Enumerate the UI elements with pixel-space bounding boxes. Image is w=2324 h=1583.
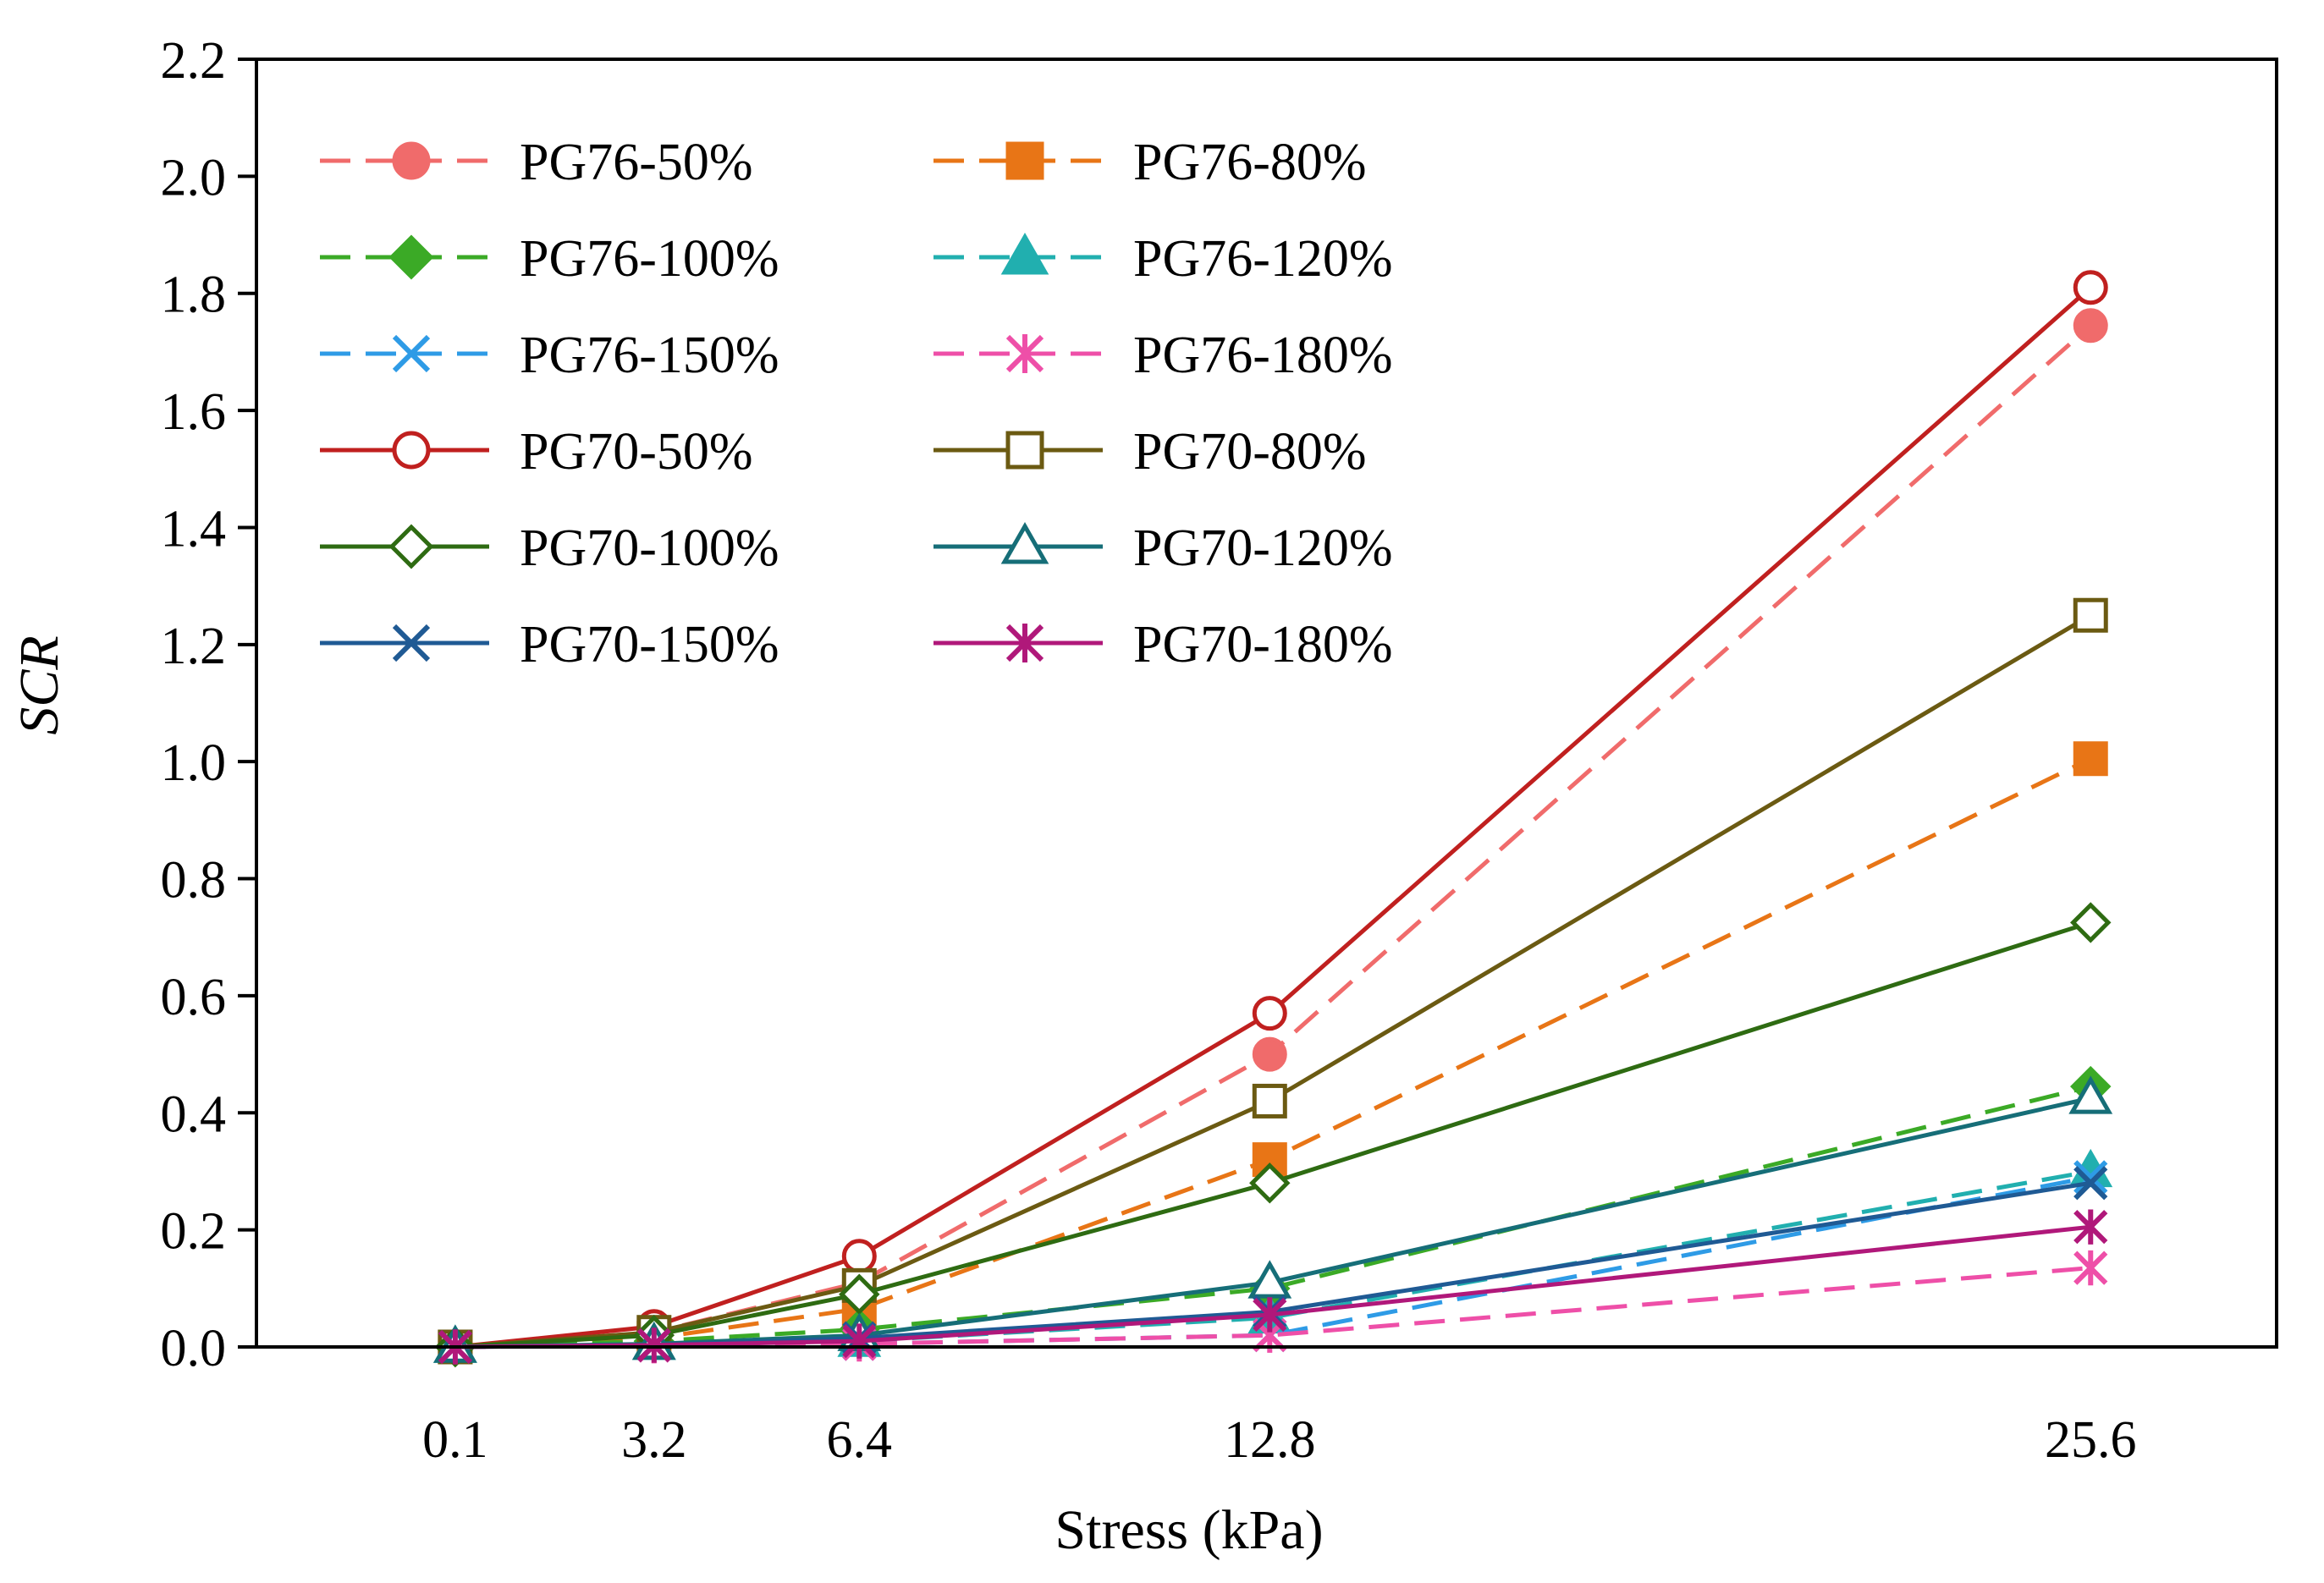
data-point-pg76-50pct [2073,308,2108,344]
legend-entry-pg76-120pct: PG76-120% [933,230,1393,288]
data-point-pg70-180pct [2073,1209,2108,1245]
data-point-pg70-50pct [1252,996,1287,1031]
data-point-pg70-100pct [2070,902,2112,943]
x-tick-label: 0.1 [422,1411,488,1469]
legend-entry-pg70-100pct: PG70-100% [320,519,779,577]
x-tick-label: 3.2 [621,1411,687,1469]
data-point-pg70-180pct [636,1327,671,1363]
legend-marker-pg76-100pct [388,234,434,280]
legend-entry-pg70-50pct: PG70-50% [320,423,753,481]
y-tick-label: 1.6 [161,383,227,441]
y-axis-title: SCR [8,635,70,734]
legend-label-pg76-100pct: PG76-100% [520,230,779,288]
legend-entry-pg76-180pct: PG76-180% [933,327,1393,384]
legend: PG76-50% PG76-80% PG76-100% PG76-120% PG76-1… [320,134,1393,673]
x-tick-label: 25.6 [2045,1411,2137,1469]
data-point-pg70-180pct [1253,1297,1287,1333]
legend-marker-pg70-180pct [1005,624,1044,662]
legend-marker-pg76-120pct [1000,232,1049,275]
legend-marker-pg76-180pct [1005,334,1044,373]
series-line-pg76-50pct [454,323,2092,1349]
data-point-pg70-120pct [2068,1075,2113,1114]
data-point-pg70-50pct [2073,270,2108,305]
legend-marker-pg76-80pct [1005,141,1044,180]
legend-marker-pg76-150pct [392,334,431,373]
y-tick-label: 0.6 [161,969,227,1026]
legend-label-pg70-50pct: PG70-50% [520,423,753,481]
legend-marker-pg70-120pct [1000,521,1049,564]
legend-marker-pg70-100pct [388,524,434,569]
legend-entry-pg76-50pct: PG76-50% [320,134,753,191]
y-tick-label: 2.2 [161,32,227,90]
data-point-pg70-50pct [841,1239,877,1274]
series-line-pg70-80pct [454,613,2092,1349]
legend-entry-pg70-180pct: PG70-180% [933,616,1393,673]
y-tick-label: 0.4 [161,1086,227,1143]
legend-entry-pg70-150pct: PG70-150% [320,616,779,673]
y-tick-label: 1.0 [161,734,227,792]
legend-marker-pg70-150pct [392,624,431,662]
data-point-pg70-80pct [2073,597,2108,633]
legend-marker-pg70-80pct [1005,431,1044,470]
legend-label-pg70-180pct: PG70-180% [1133,616,1393,673]
legend-label-pg70-120pct: PG70-120% [1133,519,1393,577]
axes: 0.0 0.2 0.4 0.6 0.8 1.0 1.2 1.4 1.6 1.8 2.0 2.2 0.1 3… [161,32,2278,1469]
y-tick-label: 0.0 [161,1320,227,1377]
data-point-pg76-50pct [1252,1036,1287,1072]
legend-label-pg76-50pct: PG76-50% [520,134,753,191]
data-point-pg70-80pct [1252,1083,1287,1119]
plot-frame [255,58,2278,1349]
series-line-pg76-80pct [454,756,2092,1349]
legend-label-pg70-100pct: PG70-100% [520,519,779,577]
legend-label-pg70-80pct: PG70-80% [1133,423,1367,481]
legend-marker-pg70-50pct [392,431,431,470]
data-point-pg76-80pct [2073,741,2108,777]
data-point-pg70-100pct [839,1273,880,1315]
x-tick-label: 6.4 [827,1411,893,1469]
legend-label-pg76-120pct: PG76-120% [1133,230,1393,288]
data-point-pg70-100pct [1249,1163,1291,1204]
legend-entry-pg76-100pct: PG76-100% [320,230,779,288]
y-tick-label: 1.2 [161,618,227,675]
legend-label-pg70-150pct: PG70-150% [520,616,779,673]
data-point-pg70-180pct [842,1323,877,1359]
x-tick-label: 12.8 [1224,1411,1316,1469]
y-tick-label: 0.8 [161,852,227,910]
data-point-pg70-150pct [2073,1166,2108,1201]
legend-label-pg76-80pct: PG76-80% [1133,134,1367,191]
y-tick-label: 1.8 [161,267,227,324]
data-point-pg76-180pct [2073,1250,2108,1286]
y-tick-label: 0.2 [161,1203,227,1261]
x-axis-title: Stress (kPa) [1055,1499,1323,1561]
legend-entry-pg70-120pct: PG70-120% [933,519,1393,577]
series-pg70-80pct [438,597,2108,1365]
y-tick-label: 1.4 [161,500,227,558]
legend-label-pg76-150pct: PG76-150% [520,327,779,384]
y-tick-label: 2.0 [161,149,227,206]
legend-entry-pg76-80pct: PG76-80% [933,134,1367,191]
legend-label-pg76-180pct: PG76-180% [1133,327,1393,384]
legend-entry-pg70-80pct: PG70-80% [933,423,1367,481]
legend-marker-pg76-50pct [392,141,431,180]
legend-entry-pg76-150pct: PG76-150% [320,327,779,384]
data-point-pg70-120pct [1247,1260,1292,1299]
data-point-pg76-150pct [2073,1160,2108,1195]
